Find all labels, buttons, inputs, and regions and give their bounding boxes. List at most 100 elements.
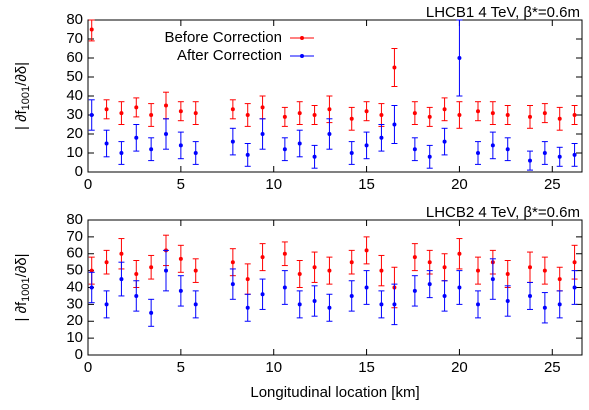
y-label-sub: 1001 [20,86,32,110]
point [379,113,384,117]
point [557,116,562,121]
point [260,132,265,136]
point [442,107,447,112]
point [505,272,510,276]
point [476,302,480,307]
point [178,109,183,114]
point [297,272,302,276]
point [193,302,198,307]
point [89,268,94,273]
point [134,272,139,276]
point [412,111,417,116]
y-tick-label: 10 [66,144,83,161]
point [457,56,462,60]
point [89,27,94,32]
panel-title: LHCB1 4 TeV, β*=0.6m [426,4,580,21]
point [193,151,198,155]
point [349,293,354,298]
point [412,147,417,152]
point [297,302,302,307]
point [193,268,198,273]
point [104,302,109,307]
legend-marker [300,36,304,40]
point [312,154,317,159]
point [528,114,532,119]
point [392,65,397,70]
point [349,151,354,155]
x-tick-label: 10 [265,176,282,193]
point [442,139,447,144]
point [149,265,154,270]
point [282,285,287,290]
point [427,282,432,287]
point [457,251,462,256]
y-axis-label: | ∂f1001/∂δ| [13,62,32,130]
point [312,113,317,117]
y-label-main: | ∂f [13,110,30,130]
point [230,282,235,287]
point [349,116,354,121]
point [178,143,183,148]
point [327,107,332,112]
point [528,265,532,270]
x-tick-label: 15 [358,359,375,376]
y-tick-label: 0 [75,163,83,180]
y-tick-label: 80 [66,11,83,28]
point [260,292,265,297]
y-tick-label: 50 [66,262,83,279]
point [104,260,109,265]
y-tick-label: 40 [66,87,83,104]
legend-marker [300,54,304,58]
x-tick-label: 15 [358,176,375,193]
point [442,293,447,298]
point [119,151,124,155]
point [557,154,562,159]
point [427,260,432,265]
point [89,285,94,290]
point [149,310,154,315]
y-tick-label: 50 [66,68,83,85]
point [542,111,547,116]
point [572,152,577,157]
point [392,302,397,307]
point [476,109,480,114]
point [557,302,562,307]
y-tick-label: 70 [66,228,83,245]
point [379,268,384,273]
point [260,255,265,260]
point [379,135,384,140]
y-tick-label: 20 [66,125,83,142]
point [364,109,369,114]
point [282,114,287,119]
x-tick-label: 0 [84,176,92,193]
point [392,122,397,127]
point [149,147,154,152]
point [297,111,302,116]
point [379,302,384,307]
point [505,147,510,152]
x-tick-label: 10 [265,359,282,376]
point [230,107,235,112]
y-tick-label: 60 [66,245,83,262]
point [164,132,168,136]
x-tick-label: 20 [451,176,468,193]
point [119,111,124,116]
y-tick-label: 30 [66,106,83,123]
point [505,113,510,117]
point [104,141,109,146]
point [572,285,577,290]
panel-title: LHCB2 4 TeV, β*=0.6m [426,204,580,221]
point [327,305,332,310]
y-tick-label: 80 [66,211,83,228]
point [178,288,183,293]
x-tick-label: 25 [544,359,561,376]
x-tick-label: 5 [177,176,185,193]
point [104,107,109,112]
point [457,285,462,290]
point [119,277,124,282]
point [260,105,265,110]
x-tick-label: 5 [177,359,185,376]
point [193,111,198,116]
point [457,113,462,117]
